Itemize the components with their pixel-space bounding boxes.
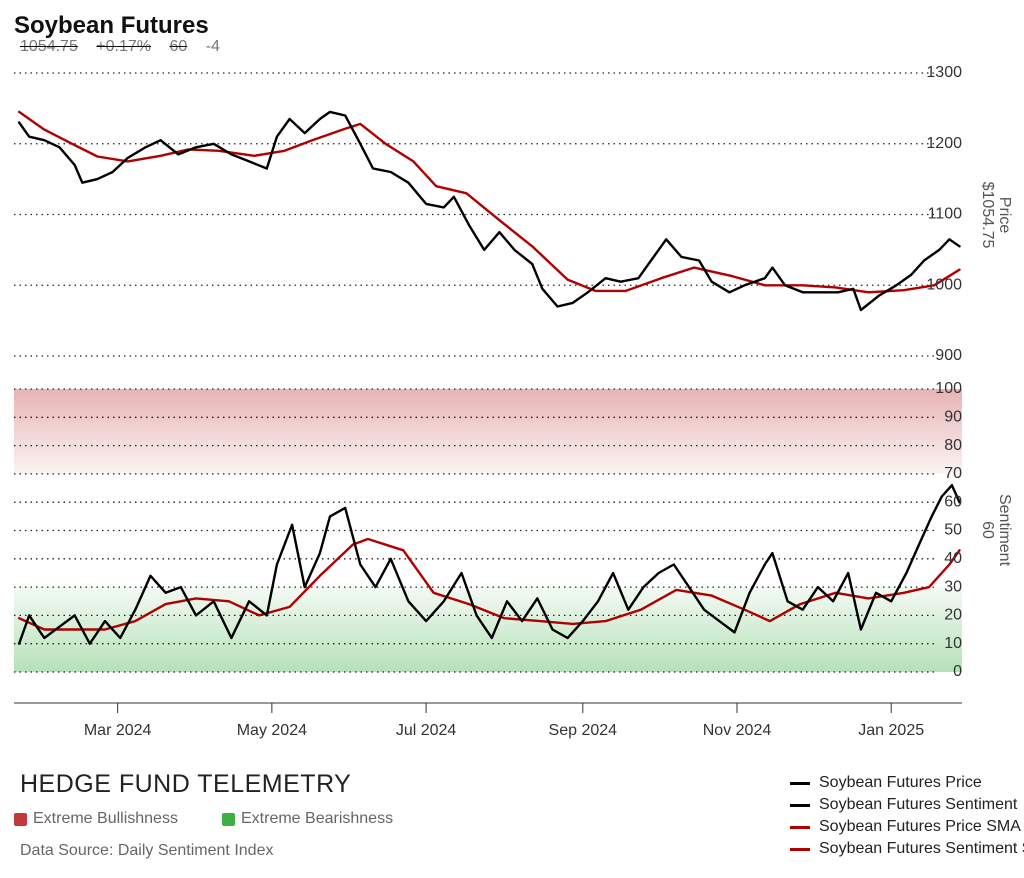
data-source: Data Source: Daily Sentiment Index (20, 842, 274, 859)
legend-label: Soybean Futures Price SMA (819, 818, 1021, 835)
sentiment-tick-label: 20 (944, 607, 962, 624)
header-stats: 1054.75 +0.17% 60 -4 (20, 38, 234, 56)
band-bearish (14, 587, 962, 672)
bullish-key: Extreme Bullishness (14, 810, 178, 828)
price-tick-label: 900 (935, 347, 962, 364)
sentiment-line (17, 484, 961, 645)
legend-swatch (790, 825, 810, 829)
price-axis-title: Price$1054.75 (979, 182, 1013, 249)
bearish-key: Extreme Bearishness (222, 810, 393, 828)
bearish-key-label: Extreme Bearishness (241, 810, 394, 827)
header-last-price: 1054.75 (20, 38, 78, 55)
price-line (17, 110, 961, 312)
price-tick-label: 1000 (926, 276, 962, 293)
x-tick-label: Mar 2024 (84, 722, 152, 739)
x-tick-label: May 2024 (237, 722, 307, 739)
legend-item[interactable]: Soybean Futures Sentiment (790, 794, 1024, 816)
bullish-swatch (14, 812, 27, 826)
grid-lines (14, 72, 962, 713)
price-sma-line (17, 110, 961, 294)
header-sentiment: 60 (169, 38, 188, 55)
legend-item[interactable]: Soybean Futures Sentiment SMA (790, 838, 1024, 860)
sentiment-axis-title: Sentiment60 (979, 494, 1013, 567)
sentiment-bands (14, 389, 962, 672)
sentiment-tick-label: 60 (944, 493, 962, 510)
legend-swatch (790, 847, 810, 851)
x-tick-label: Nov 2024 (703, 722, 772, 739)
legend-swatch (790, 803, 810, 807)
sentiment-tick-label: 40 (944, 550, 962, 567)
legend-swatch (790, 781, 810, 785)
legend-item[interactable]: Soybean Futures Price SMA (790, 816, 1024, 838)
chart-title: Soybean Futures (14, 12, 209, 39)
band-bullish (14, 389, 962, 474)
price-tick-label: 1300 (926, 64, 962, 81)
legend-label: Soybean Futures Sentiment (819, 796, 1018, 813)
chart-legend: Soybean Futures Price Soybean Futures Se… (790, 772, 1024, 860)
sentiment-tick-label: 10 (944, 635, 962, 652)
header-change-pct: +0.17% (96, 38, 152, 55)
sentiment-tick-label: 50 (944, 522, 962, 539)
x-tick-label: Sep 2024 (549, 722, 618, 739)
sentiment-tick-label: 80 (944, 437, 962, 454)
x-tick-label: Jul 2024 (396, 722, 457, 739)
sentiment-sma-line (17, 537, 961, 631)
sentiment-tick-label: 70 (944, 465, 962, 482)
sentiment-tick-label: 0 (953, 663, 962, 680)
axis-labels: 900 1000 1100 1200 1300 0 10 20 30 40 50 60 70 80 90 10… (84, 64, 1013, 739)
legend-label: Soybean Futures Sentiment SMA (819, 840, 1024, 857)
price-tick-label: 1100 (928, 206, 963, 223)
x-tick-label: Jan 2025 (858, 722, 924, 739)
price-tick-label: 1200 (926, 135, 962, 152)
legend-label: Soybean Futures Price (819, 774, 982, 791)
sentiment-tick-label: 100 (935, 380, 962, 397)
bearish-swatch (222, 812, 235, 826)
bullish-key-label: Extreme Bullishness (33, 810, 178, 827)
series-lines (17, 110, 961, 645)
sentiment-tick-label: 90 (944, 409, 962, 426)
sentiment-tick-label: 30 (944, 578, 962, 595)
brand-name: HEDGE FUND TELEMETRY (20, 770, 352, 798)
header-sentiment-change: -4 (205, 38, 220, 55)
legend-item[interactable]: Soybean Futures Price (790, 772, 1024, 794)
